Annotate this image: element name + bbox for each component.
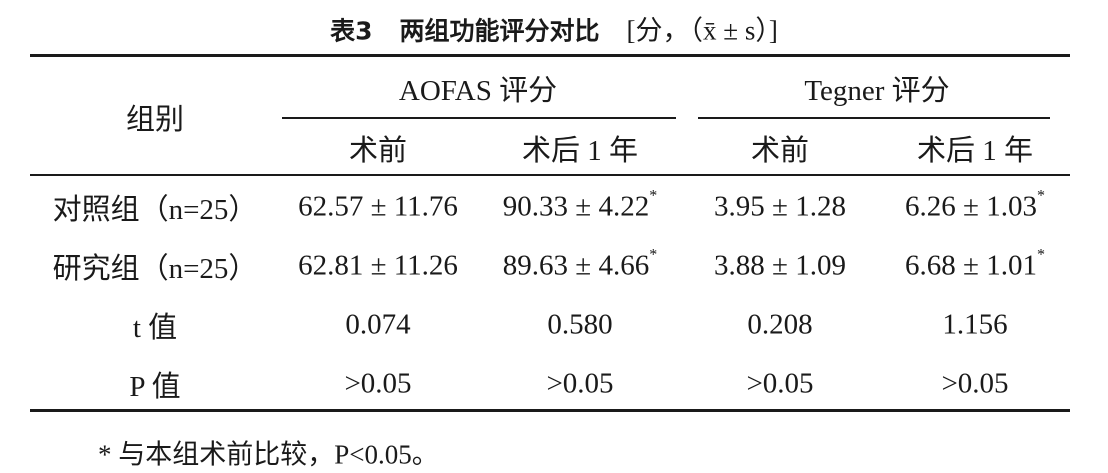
cell: 62.81 ± 11.26	[298, 250, 458, 283]
cell: 6.68 ± 1.01*	[905, 246, 1045, 283]
cell: 62.57 ± 11.76	[298, 191, 458, 224]
cell-value: >0.05	[746, 367, 814, 400]
cell-value: 90.33 ± 4.22	[502, 190, 650, 223]
cell-value: 1.156	[942, 308, 1008, 341]
cell: 89.63 ± 4.66*	[502, 246, 658, 283]
cell-value: 6.68 ± 1.01	[905, 249, 1037, 282]
row-label: P 值	[129, 371, 181, 403]
bottom-rule	[30, 409, 1070, 412]
cell-value: 62.57 ± 11.76	[298, 190, 458, 223]
significance-mark: *	[649, 187, 658, 205]
cell: 3.95 ± 1.28	[714, 191, 846, 224]
cell: 1.156	[942, 309, 1007, 342]
significance-mark: *	[1036, 246, 1045, 264]
column-group-title: Tegner 评分	[804, 75, 950, 107]
cell-value: 62.81 ± 11.26	[298, 249, 458, 282]
row-header: 组别	[125, 104, 185, 136]
row-label: 研究组（n=25）	[52, 253, 258, 285]
significance-mark: *	[1036, 187, 1045, 205]
table-number: 表3	[330, 16, 373, 46]
cell: >0.05	[546, 368, 613, 401]
cell: 3.88 ± 1.09	[714, 250, 846, 283]
cell-value: >0.05	[546, 367, 614, 400]
cell-value: 3.88 ± 1.09	[714, 249, 846, 282]
cell-value: 0.208	[747, 308, 813, 341]
table-unit: [分，（x̄ ± s）]	[626, 15, 778, 46]
cell-value: 89.63 ± 4.66	[502, 249, 650, 282]
header-rule	[30, 174, 1070, 176]
cell: 90.33 ± 4.22*	[502, 187, 658, 224]
top-rule	[30, 54, 1070, 57]
cell: >0.05	[344, 368, 411, 401]
table-title: 表3 两组功能评分对比 [分，（x̄ ± s）]	[330, 9, 778, 48]
column-header: 术后 1 年	[916, 135, 1034, 167]
cell: >0.05	[941, 368, 1008, 401]
cell-value: 0.074	[345, 308, 411, 341]
cell: 0.208	[747, 309, 812, 342]
column-header: 术后 1 年	[521, 135, 639, 167]
table-caption: 两组功能评分对比	[399, 16, 600, 46]
cell: 0.580	[547, 309, 612, 342]
group-rule	[282, 117, 676, 119]
cell-value: 6.26 ± 1.03	[905, 190, 1037, 223]
row-label: t 值	[132, 312, 178, 344]
cell-value: 3.95 ± 1.28	[714, 190, 846, 223]
significance-mark: *	[649, 246, 658, 264]
row-label: 对照组（n=25）	[52, 194, 258, 226]
cell-value: >0.05	[344, 367, 412, 400]
column-header: 术前	[750, 135, 810, 167]
cell-value: 0.580	[547, 308, 613, 341]
group-rule	[698, 117, 1050, 119]
cell: >0.05	[746, 368, 813, 401]
cell: 0.074	[345, 309, 410, 342]
column-header: 术前	[348, 135, 408, 167]
column-group-title: AOFAS 评分	[398, 75, 558, 107]
footnote: * 与本组术前比较，P<0.05。	[98, 439, 439, 470]
cell-value: >0.05	[941, 367, 1009, 400]
cell: 6.26 ± 1.03*	[905, 187, 1045, 224]
